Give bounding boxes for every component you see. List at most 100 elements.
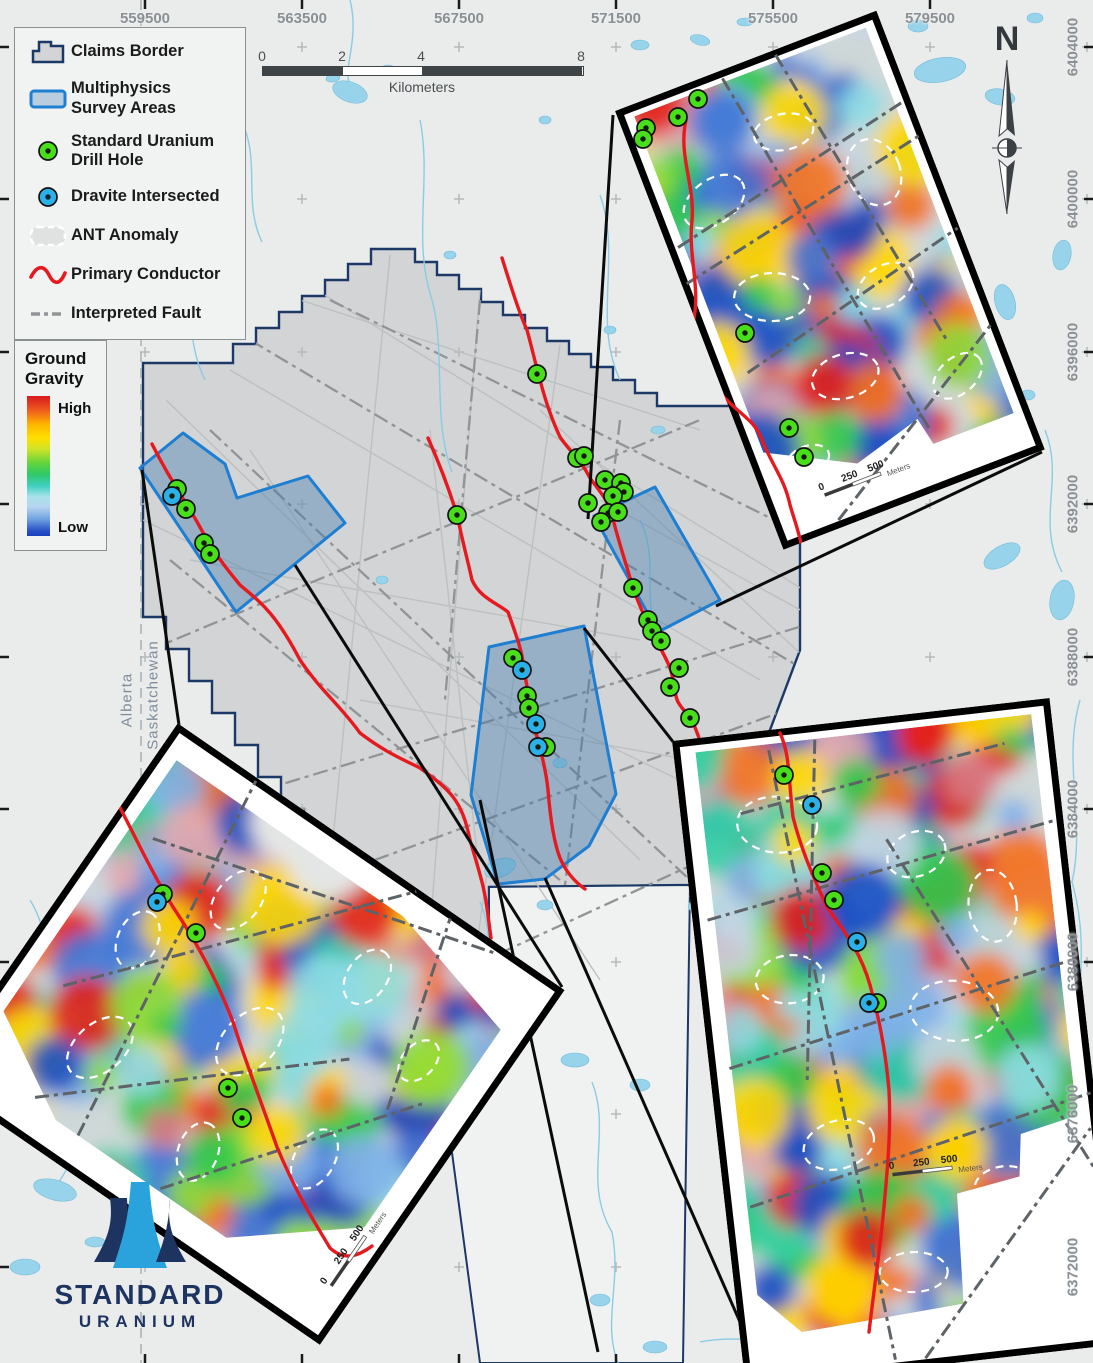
scale-bar-segment — [263, 67, 343, 75]
fault-icon — [25, 301, 71, 327]
inset-conductor — [778, 731, 892, 1334]
drill-hole — [200, 544, 220, 564]
dravite-hole — [147, 892, 167, 912]
claims-border — [141, 247, 802, 1002]
gravity-legend: Ground Gravity High Low — [14, 340, 107, 552]
drill-hole — [668, 107, 688, 127]
drill-hole — [794, 447, 814, 467]
legend-item-label: Standard Uranium Drill Hole — [71, 131, 215, 170]
drill-hole — [680, 708, 700, 728]
inset-connector-lines — [140, 114, 1043, 1363]
drill-hole — [779, 418, 799, 438]
dravite-hole — [859, 993, 879, 1013]
legend-item-claims-border: Claims Border — [25, 38, 237, 66]
scale-tick-label: 8 — [577, 48, 585, 64]
drill-hole — [651, 631, 671, 651]
axis-label-easting: 559500 — [119, 10, 171, 27]
legend-item-survey-area: Multiphysics Survey Areas — [25, 79, 237, 119]
dravite-hole — [512, 660, 532, 680]
axis-label-northing: 6380000 — [1064, 932, 1082, 992]
province-label-saskatchewan: Saskatchewan — [144, 640, 162, 750]
svg-text:250: 250 — [912, 1157, 930, 1170]
inset-content — [774, 731, 892, 1334]
scale-bar-ticks: 0 2 4 8 — [258, 48, 602, 64]
drill-hole — [591, 512, 611, 532]
drill-hole — [669, 658, 689, 678]
scale-bar-segment — [422, 67, 582, 75]
inset-map-br: 0 250 500 Meters — [672, 697, 1093, 1363]
drill-hole — [774, 765, 794, 785]
legend-item-conductor: Primary Conductor — [25, 262, 237, 288]
gravity-colour-ramp — [27, 396, 50, 537]
svg-text:Meters: Meters — [958, 1163, 983, 1175]
drill-hole — [812, 863, 832, 883]
svg-text:0: 0 — [817, 481, 827, 493]
drill-hole — [603, 486, 623, 506]
drill-hole-icon — [25, 138, 71, 164]
scale-bar: 0 2 4 8 Kilometers — [258, 48, 602, 95]
axis-label-northing: 6396000 — [1064, 322, 1082, 382]
dravite-hole — [802, 795, 822, 815]
drill-hole — [218, 1078, 238, 1098]
axis-label-easting: 563500 — [276, 10, 328, 27]
drill-hole — [519, 698, 539, 718]
north-label: N — [994, 20, 1020, 58]
legend-item-fault: Interpreted Fault — [25, 301, 237, 327]
north-arrow-icon — [992, 59, 1022, 215]
scale-tick-label: 4 — [417, 48, 425, 64]
drill-hole — [574, 446, 594, 466]
legend-item-label: Primary Conductor — [71, 265, 221, 284]
axis-label-northing: 6384000 — [1064, 779, 1082, 839]
inset-faults — [677, 53, 995, 522]
inset-faults — [707, 739, 1093, 1360]
logo-subtitle: URANIUM — [78, 1312, 202, 1331]
drill-hole — [688, 89, 708, 109]
legend-item-label: Interpreted Fault — [71, 304, 202, 323]
dravite-hole — [526, 714, 546, 734]
inset-content — [106, 783, 374, 1258]
axis-label-easting: 571500 — [590, 10, 642, 27]
ant-anomalies — [736, 795, 1036, 1294]
drill-hole — [186, 923, 206, 943]
axis-label-northing: 6400000 — [1064, 169, 1082, 229]
dravite-hole — [847, 932, 867, 952]
drill-hole — [447, 505, 467, 525]
dravite-icon — [25, 184, 71, 210]
inset-map-tr: 0 250 500 Meters — [615, 10, 1045, 550]
scale-tick-label: 0 — [258, 48, 266, 64]
drill-hole — [633, 129, 653, 149]
axis-label-northing: 6372000 — [1064, 1237, 1082, 1297]
svg-text:500: 500 — [940, 1153, 958, 1166]
drill-holes — [162, 364, 700, 757]
axis-label-easting: 579500 — [904, 10, 956, 27]
axis-label-easting: 575500 — [747, 10, 799, 27]
province-label-alberta: Alberta — [118, 672, 136, 728]
axis-label-northing: 6388000 — [1064, 627, 1082, 687]
logo-towers-icon — [94, 1182, 186, 1268]
legend-item-label: Claims Border — [71, 42, 184, 61]
legend-item-ant-anomaly: ANT Anomaly — [25, 223, 237, 249]
survey-area-icon — [25, 87, 71, 111]
legend-item-drill-hole: Standard Uranium Drill Hole — [25, 132, 237, 172]
legend-item-label: Dravite Intersected — [71, 187, 220, 206]
scale-bar-unit: Kilometers — [388, 79, 456, 95]
svg-text:0: 0 — [888, 1161, 895, 1173]
axis-label-northing: 6404000 — [1064, 17, 1082, 77]
dravite-hole — [162, 486, 182, 506]
drill-hole — [578, 493, 598, 513]
drill-hole — [824, 890, 844, 910]
ant-anomalies — [65, 868, 441, 1190]
axis-label-northing: 6392000 — [1064, 474, 1082, 534]
drill-hole — [176, 499, 196, 519]
gravity-high-label: High — [58, 400, 92, 418]
axis-label-northing: 6376000 — [1064, 1084, 1082, 1144]
gravity-legend-title: Ground Gravity — [25, 349, 87, 388]
claims-border-icon — [25, 38, 71, 66]
drill-hole — [660, 677, 680, 697]
svg-text:0: 0 — [318, 1275, 330, 1286]
map-legend: Claims Border Multiphysics Survey Areas St… — [14, 27, 246, 341]
standard-uranium-logo: STANDARD URANIUM — [40, 1178, 240, 1332]
axis-label-easting: 567500 — [433, 10, 485, 27]
